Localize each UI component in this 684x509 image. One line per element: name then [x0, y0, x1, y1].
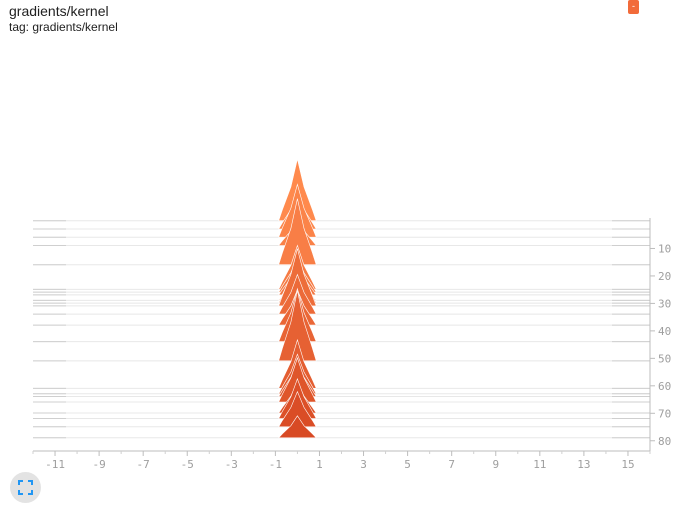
y-tick-label: 80: [658, 435, 671, 448]
histogram-slice: [278, 198, 317, 266]
fullscreen-icon: [18, 480, 33, 495]
x-tick-label: 15: [621, 458, 634, 471]
x-tick-label: -3: [225, 458, 238, 471]
collapse-button[interactable]: -: [628, 0, 639, 14]
grid-lines: [33, 220, 650, 439]
x-tick-label: 13: [577, 458, 590, 471]
x-tick-label: -11: [45, 458, 65, 471]
histogram-slice: [278, 390, 317, 428]
y-tick-label: 60: [658, 380, 671, 393]
histogram-slice: [278, 290, 317, 362]
x-tick-label: 9: [492, 458, 499, 471]
x-axis: -11 -9 -7 -5 -3 -1 1 3 5 7 9 11 13 15: [32, 450, 651, 471]
x-tick-label: -5: [181, 458, 194, 471]
x-tick-label: -1: [269, 458, 282, 471]
y-tick-label: 10: [658, 242, 671, 255]
y-tick-label: 20: [658, 270, 671, 283]
x-tick-label: 3: [360, 458, 367, 471]
chart-tag: tag: gradients/kernel: [9, 20, 118, 34]
y-tick-label: 70: [658, 407, 671, 420]
x-tick-label: 7: [448, 458, 455, 471]
x-tick-label: 1: [316, 458, 323, 471]
chart-title: gradients/kernel: [9, 3, 109, 19]
histogram-slice: [278, 415, 317, 439]
expand-button[interactable]: [10, 472, 41, 503]
y-tick-label: 40: [658, 325, 671, 338]
histogram-layer: [278, 159, 317, 439]
x-tick-label: 5: [404, 458, 411, 471]
y-tick-label: 50: [658, 352, 671, 365]
x-tick-label: -7: [137, 458, 150, 471]
x-tick-label: -9: [92, 458, 105, 471]
x-tick-label: 11: [533, 458, 546, 471]
y-tick-label: 30: [658, 297, 671, 310]
y-axis: 10 20 30 40 50 60 70 80: [649, 218, 671, 451]
